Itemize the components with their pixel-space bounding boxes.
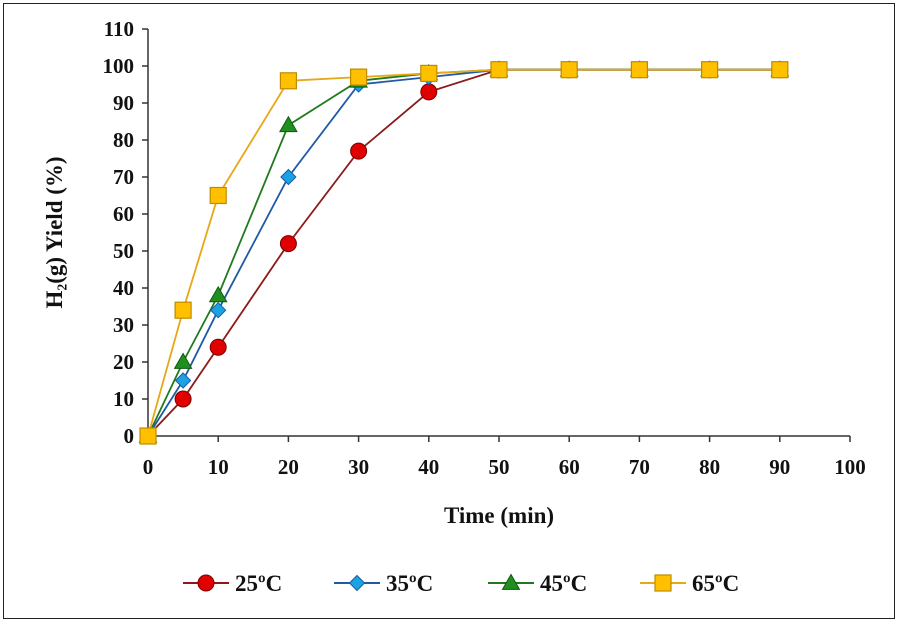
data-point-s1-1 — [174, 372, 192, 389]
y-tick-label: 30 — [113, 313, 134, 337]
x-tick-label: 10 — [208, 455, 229, 479]
x-tick-label: 60 — [559, 455, 580, 479]
y-axis-title: H₂(g) Yield (%) — [42, 156, 67, 308]
data-point-s3-4 — [350, 68, 368, 86]
chart-frame — [3, 3, 895, 619]
y-tick-label: 70 — [113, 165, 134, 189]
y-tick-label: 80 — [113, 128, 134, 152]
data-point-s1-3 — [280, 168, 297, 186]
legend-label-2: 45ºC — [540, 571, 587, 596]
data-point-s0-5 — [420, 83, 438, 101]
data-point-s3-2 — [209, 186, 227, 205]
data-point-s0-1 — [174, 390, 192, 408]
legend-marker-2 — [501, 573, 521, 590]
y-tick-label: 20 — [113, 350, 134, 374]
y-tick-label: 40 — [113, 276, 134, 300]
x-tick-label: 50 — [489, 455, 510, 479]
y-tick-label: 90 — [113, 91, 134, 115]
legend-marker-3 — [654, 574, 672, 592]
y-tick-label: 10 — [113, 387, 134, 411]
data-point-s3-7 — [560, 61, 578, 79]
y-tick-label: 60 — [113, 202, 134, 226]
legend-label-0: 25ºC — [235, 571, 282, 596]
legend-marker-1 — [348, 574, 366, 592]
data-point-s3-9 — [700, 61, 719, 79]
series-line-0 — [147, 68, 780, 437]
data-point-s3-3 — [279, 72, 297, 90]
series-line-1 — [147, 68, 780, 437]
data-point-s2-2 — [208, 285, 228, 303]
data-point-s3-6 — [490, 61, 508, 79]
series-line-2 — [147, 68, 780, 437]
x-tick-label: 80 — [699, 455, 720, 479]
data-point-s3-10 — [771, 61, 789, 79]
data-point-s2-3 — [279, 115, 298, 133]
legend-label-1: 35ºC — [386, 571, 433, 596]
series-line-3 — [147, 68, 780, 437]
series-markers — [138, 60, 790, 445]
axes: 0 10 20 30 40 50 60 70 80 90 100 110 0 10 20 30 40 50 60 70… — [103, 17, 866, 479]
y-tick-label: 110 — [104, 17, 134, 41]
data-point-s2-1 — [173, 352, 193, 369]
data-point-s3-0 — [139, 427, 157, 445]
data-point-s3-5 — [420, 64, 438, 83]
x-tick-label: 20 — [278, 455, 299, 479]
data-point-s1-2 — [209, 301, 227, 319]
series-lines — [147, 68, 780, 437]
x-tick-label: 30 — [348, 455, 369, 479]
x-tick-label: 0 — [143, 455, 154, 479]
data-point-s0-3 — [279, 235, 297, 253]
data-point-s3-8 — [630, 61, 649, 79]
x-tick-label: 40 — [418, 455, 439, 479]
x-tick-label: 90 — [769, 455, 790, 479]
x-tick-label: 70 — [629, 455, 650, 479]
legend: 25ºC 35ºC 45ºC 65ºC — [183, 571, 739, 596]
x-tick-label: 100 — [834, 455, 866, 479]
data-point-s3-1 — [174, 301, 192, 319]
y-tick-label: 100 — [103, 54, 135, 78]
legend-marker-0 — [197, 574, 215, 592]
data-point-s0-2 — [209, 338, 227, 356]
data-point-s0-4 — [350, 142, 368, 160]
x-axis-title: Time (min) — [444, 503, 554, 528]
legend-label-3: 65ºC — [692, 571, 739, 596]
y-tick-label: 0 — [124, 424, 135, 448]
y-tick-label: 50 — [113, 239, 134, 263]
